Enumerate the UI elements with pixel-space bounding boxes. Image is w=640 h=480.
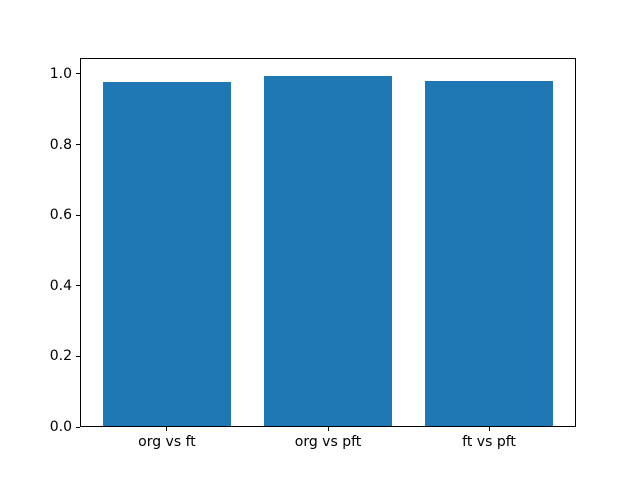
bar-org-vs-ft — [102, 82, 232, 426]
bar-ft-vs-pft — [424, 80, 554, 426]
x-tick-mark — [166, 427, 168, 431]
x-tick-label: org vs pft — [294, 434, 362, 450]
y-tick-label: 0.2 — [49, 348, 72, 365]
y-tick-label: 1.0 — [49, 65, 72, 82]
y-tick-mark — [76, 426, 80, 428]
y-tick-label: 0.4 — [49, 277, 72, 294]
y-tick-mark — [76, 355, 80, 357]
x-tick-mark — [488, 427, 490, 431]
x-tick-label: ft vs pft — [462, 434, 516, 450]
y-tick-mark — [76, 144, 80, 145]
y-tick-label: 0.0 — [49, 419, 72, 435]
y-tick-label: 0.6 — [49, 207, 72, 224]
x-tick-label: org vs ft — [138, 434, 196, 450]
plot-area — [80, 58, 576, 427]
y-tick-mark — [76, 73, 80, 75]
y-tick-label: 0.8 — [49, 136, 72, 153]
bar-org-vs-pft — [263, 75, 393, 426]
y-tick-mark — [76, 285, 80, 287]
x-tick-mark — [327, 427, 329, 431]
y-tick-mark — [76, 214, 80, 216]
